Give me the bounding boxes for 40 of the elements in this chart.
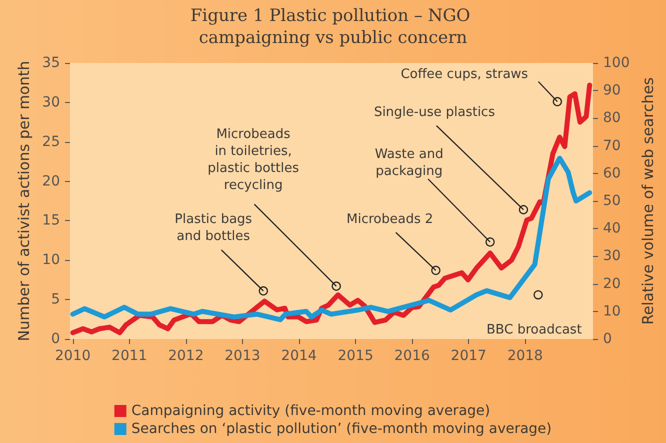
y-tick-label: 0 <box>51 331 60 347</box>
annotation: Single-use plastics <box>374 105 496 120</box>
x-tick-label: 2011 <box>112 348 148 364</box>
y2-tick-label: 10 <box>603 303 621 320</box>
annotation: BBC broadcast <box>486 322 582 338</box>
annotation: Waste and packaging <box>374 147 444 180</box>
x-tick-label: 2010 <box>55 348 91 364</box>
y-tick-label: 5 <box>51 292 60 308</box>
y2-tick-label: 70 <box>603 138 621 154</box>
y2-tick-label: 100 <box>603 55 630 71</box>
x-tick-label: 2018 <box>507 348 543 364</box>
y2-tick-label: 40 <box>603 220 621 237</box>
chart-title: Figure 1 Plastic pollution – NGO campaigning vs public concern <box>190 6 476 48</box>
x-tick-label: 2014 <box>281 348 317 364</box>
annotation: Coffee cups, straws <box>400 67 528 82</box>
x-tick-label: 2017 <box>450 348 486 364</box>
legend-label: Searches on ‘plastic pollution’ (five-month moving average) <box>131 421 552 437</box>
x-tick-label: 2016 <box>394 348 430 364</box>
y2-tick-label: 50 <box>603 193 621 209</box>
y2-tick-label: 80 <box>603 110 621 126</box>
x-tick-label: 2013 <box>224 348 260 364</box>
y-tick-label: 30 <box>42 94 60 110</box>
annotation: Microbeads in toiletries, plastic bottles recycling <box>208 127 300 194</box>
x-tick-label: 2015 <box>338 348 374 364</box>
y-tick-label: 10 <box>42 252 60 268</box>
annotation: Microbeads 2 <box>346 212 434 227</box>
y2-tick-label: 30 <box>603 248 621 264</box>
y2-tick-label: 90 <box>603 82 621 99</box>
y2-tick-label: 0 <box>603 331 612 347</box>
y2-tick-label: 60 <box>603 165 621 182</box>
annotation: Plastic bags and bottles <box>174 212 252 244</box>
y2-tick-label: 20 <box>603 276 621 292</box>
y-tick-label: 25 <box>42 134 60 150</box>
y-tick-label: 15 <box>42 212 60 229</box>
y-tick-label: 20 <box>42 173 60 190</box>
y2-axis-title: Relative volume of web searches <box>639 77 658 325</box>
legend-label: Campaigning activity (five-month moving average) <box>131 403 490 419</box>
x-tick-label: 2012 <box>168 348 204 364</box>
y-axis-title: Number of activist actions per month <box>14 60 33 342</box>
y-tick-label: 35 <box>42 55 60 71</box>
